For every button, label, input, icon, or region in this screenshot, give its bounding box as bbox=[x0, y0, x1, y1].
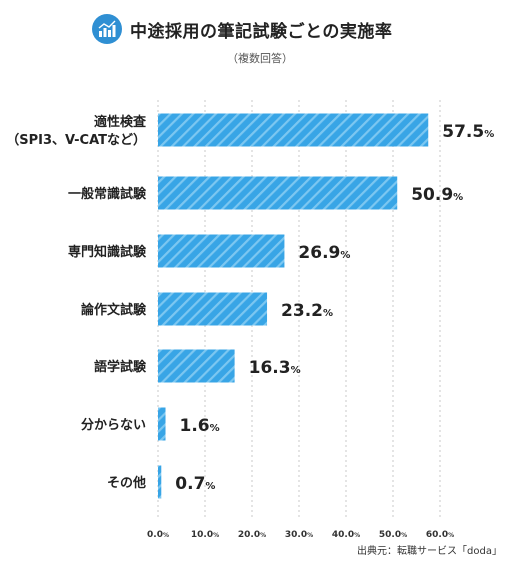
data-label: 16.3% bbox=[249, 358, 301, 378]
category-label: 分からない bbox=[81, 417, 146, 433]
bar bbox=[158, 234, 285, 268]
x-tick-label: 10.0% bbox=[191, 530, 219, 540]
chart-header: 中途採用の筆記試験ごとの実施率 bbox=[92, 14, 392, 44]
x-tick-label: 30.0% bbox=[285, 530, 313, 540]
chart-subtitle: （複数回答） bbox=[227, 52, 293, 65]
bar bbox=[158, 465, 162, 499]
category-label: （SPI3、V-CATなど） bbox=[6, 132, 146, 148]
category-label: 適性検査 bbox=[94, 114, 147, 130]
x-tick-label: 0.0% bbox=[147, 530, 169, 540]
category-label: その他 bbox=[107, 475, 146, 491]
data-label: 0.7% bbox=[175, 474, 215, 494]
category-label: 論作文試験 bbox=[81, 302, 147, 318]
data-label: 57.5% bbox=[442, 122, 494, 142]
x-tick-label: 60.0% bbox=[426, 530, 454, 540]
x-tick-label: 20.0% bbox=[238, 530, 266, 540]
bar bbox=[158, 113, 429, 147]
category-label: 専門知識試験 bbox=[68, 244, 147, 260]
bar bbox=[158, 292, 268, 326]
x-tick-label: 50.0% bbox=[379, 530, 407, 540]
data-label: 26.9% bbox=[298, 243, 350, 263]
category-label: 一般常識試験 bbox=[68, 186, 147, 202]
category-label: 語学試験 bbox=[94, 359, 147, 375]
source-credit: 出典元：転職サービス「doda」 bbox=[357, 546, 502, 557]
bar-chart-icon bbox=[92, 14, 122, 44]
x-tick-label: 40.0% bbox=[332, 530, 360, 540]
bar bbox=[158, 349, 235, 383]
bar bbox=[158, 176, 398, 210]
data-label: 50.9% bbox=[411, 185, 463, 205]
chart-title: 中途採用の筆記試験ごとの実施率 bbox=[130, 21, 393, 42]
bar bbox=[158, 407, 166, 441]
data-label: 23.2% bbox=[281, 301, 333, 321]
data-label: 1.6% bbox=[180, 416, 220, 436]
